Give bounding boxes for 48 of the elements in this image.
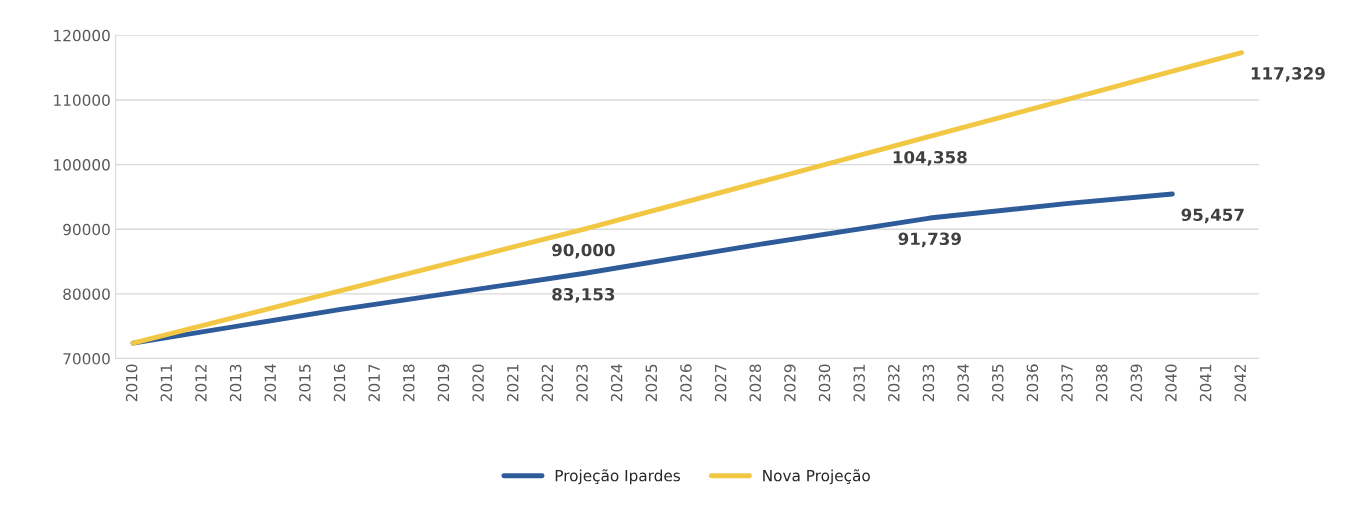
y-tick-label: 90000	[63, 223, 110, 236]
y-tick-label: 70000	[63, 353, 110, 365]
y-tick-label: 80000	[63, 288, 110, 300]
x-tick-label: 2035	[991, 364, 1004, 402]
x-tick-label: 2015	[299, 364, 311, 402]
x-tick-label: 2020	[472, 364, 484, 402]
x-tick-label: 2040	[1165, 364, 1177, 402]
legend-label: Nova Projeção	[763, 469, 870, 485]
x-tick-label: 2042	[1234, 364, 1247, 402]
data-label: 90,000	[552, 243, 615, 259]
x-tick-label: 2012	[195, 364, 207, 402]
x-tick-label: 2030	[818, 364, 831, 402]
x-tick-label: 2039	[1130, 364, 1143, 402]
x-tick-label: 2026	[680, 364, 692, 402]
x-tick-label: 2018	[403, 364, 415, 402]
x-tick-label: 2010	[125, 364, 138, 402]
x-tick-label: 2041	[1199, 364, 1212, 402]
x-tick-label: 2037	[1061, 364, 1073, 402]
x-tick-label: 2029	[784, 364, 796, 402]
data-label: 104,358	[893, 150, 967, 166]
x-tick-label: 2031	[853, 364, 865, 402]
x-tick-label: 2011	[160, 364, 173, 402]
x-tick-label: 2033	[922, 364, 935, 402]
x-tick-label: 2032	[888, 364, 900, 402]
x-tick-label: 2022	[541, 364, 554, 402]
x-tick-label: 2034	[957, 364, 969, 402]
data-label: 91,739	[898, 232, 961, 248]
data-label: 95,457	[1181, 208, 1244, 224]
x-tick-label: 2027	[714, 364, 727, 402]
x-tick-label: 2038	[1095, 364, 1108, 402]
data-label: 83,153	[552, 287, 615, 303]
x-tick-label: 2014	[264, 364, 277, 402]
x-tick-label: 2013	[229, 364, 242, 402]
legend-label: Projeção Ipardes	[555, 469, 681, 485]
y-tick-label: 100000	[54, 159, 110, 171]
data-label: 117,329	[1251, 67, 1325, 82]
x-tick-label: 2023	[576, 364, 588, 402]
x-tick-label: 2025	[645, 364, 658, 402]
x-tick-label: 2021	[506, 364, 519, 402]
x-tick-label: 2028	[749, 364, 762, 402]
y-tick-label: 120000	[54, 29, 110, 42]
x-tick-label: 2024	[610, 364, 623, 402]
line-series	[130, 50, 1245, 346]
y-tick-label: 110000	[54, 94, 110, 107]
x-tick-label: 2017	[368, 364, 380, 402]
x-tick-label: 2036	[1026, 364, 1039, 402]
x-tick-label: 2016	[333, 364, 346, 402]
x-tick-label: 2019	[437, 364, 450, 402]
